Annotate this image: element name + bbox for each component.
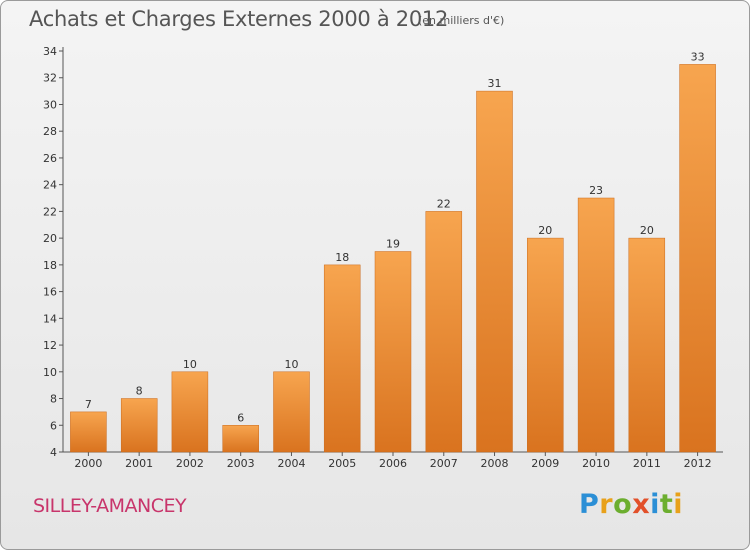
y-tick-label: 6	[50, 419, 57, 432]
data-label: 10	[284, 358, 298, 371]
bar	[273, 371, 310, 453]
x-tick-label: 2011	[633, 457, 661, 470]
bar	[222, 425, 259, 453]
data-label: 31	[488, 77, 502, 90]
y-tick-label: 26	[43, 152, 57, 165]
bar	[374, 251, 412, 453]
y-tick-label: 12	[43, 339, 57, 352]
y-tick-label: 28	[43, 125, 57, 138]
y-tick-label: 22	[43, 205, 57, 218]
data-label: 7	[85, 398, 92, 411]
y-tick-label: 30	[43, 98, 57, 111]
data-label: 33	[691, 50, 705, 63]
y-axis: 4 6 8 10 12 14 16 18 20 22 24 26 28 30 32 34	[43, 45, 64, 459]
chart-title: Achats et Charges Externes 2000 à 2012	[29, 7, 449, 31]
data-label: 6	[237, 411, 244, 424]
commune-name: SILLEY-AMANCEY	[33, 495, 187, 517]
data-label: 20	[538, 224, 552, 237]
bar	[577, 197, 615, 453]
x-tick-label: 2012	[684, 457, 712, 470]
data-label: 19	[386, 238, 400, 251]
x-axis: 2000 2001 2002 2003 2004 2005 2006 2007 2008 2009…	[63, 451, 723, 470]
x-tick-label: 2006	[379, 457, 407, 470]
bar	[171, 371, 209, 453]
x-tick-label: 2005	[328, 457, 356, 470]
y-tick-label: 10	[43, 366, 57, 379]
y-tick-label: 32	[43, 72, 57, 85]
x-tick-label: 2001	[125, 457, 153, 470]
y-tick-label: 4	[50, 446, 57, 459]
bar	[679, 64, 716, 453]
bars	[70, 64, 716, 453]
y-tick-label: 16	[43, 286, 57, 299]
proxiti-logo[interactable]: Proxiti	[579, 489, 684, 520]
x-tick-label: 2009	[531, 457, 559, 470]
data-label: 18	[335, 251, 349, 264]
x-tick-label: 2007	[430, 457, 458, 470]
y-tick-label: 20	[43, 232, 57, 245]
bar	[476, 90, 513, 453]
x-tick-label: 2000	[74, 457, 102, 470]
data-label: 23	[589, 184, 603, 197]
bar	[628, 237, 666, 453]
y-tick-label: 34	[43, 45, 57, 58]
data-label: 10	[183, 358, 197, 371]
bar	[425, 211, 463, 453]
y-tick-label: 24	[43, 179, 57, 192]
x-tick-label: 2002	[176, 457, 204, 470]
value-labels: 7 8 10 6 10 18 19 22 31 20 23 20 33	[85, 50, 705, 424]
x-tick-label: 2008	[481, 457, 509, 470]
chart-subtitle: (en milliers d'€)	[418, 14, 505, 27]
y-tick-label: 8	[50, 393, 57, 406]
bar	[323, 264, 361, 453]
bar	[120, 398, 158, 453]
bar	[70, 411, 107, 453]
x-tick-label: 2004	[277, 457, 305, 470]
x-tick-label: 2010	[582, 457, 610, 470]
x-tick-label: 2003	[227, 457, 255, 470]
bar	[527, 237, 564, 453]
data-label: 20	[640, 224, 654, 237]
y-tick-label: 14	[43, 312, 57, 325]
y-tick-label: 18	[43, 259, 57, 272]
data-label: 8	[136, 385, 143, 398]
data-label: 22	[437, 197, 451, 210]
